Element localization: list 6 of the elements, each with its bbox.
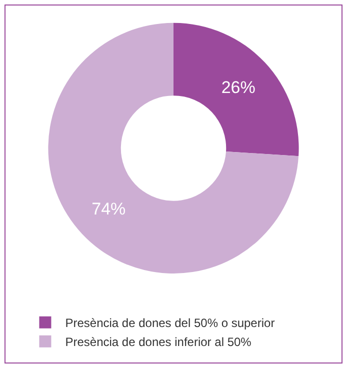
legend-label: Presència de dones del 50% o superior: [65, 316, 275, 330]
data-label: 74%: [92, 200, 126, 219]
legend-label: Presència de dones inferior al 50%: [65, 335, 252, 350]
data-label: 26%: [221, 78, 256, 97]
donut-slice: [174, 22, 299, 156]
donut-slice: [48, 22, 299, 274]
